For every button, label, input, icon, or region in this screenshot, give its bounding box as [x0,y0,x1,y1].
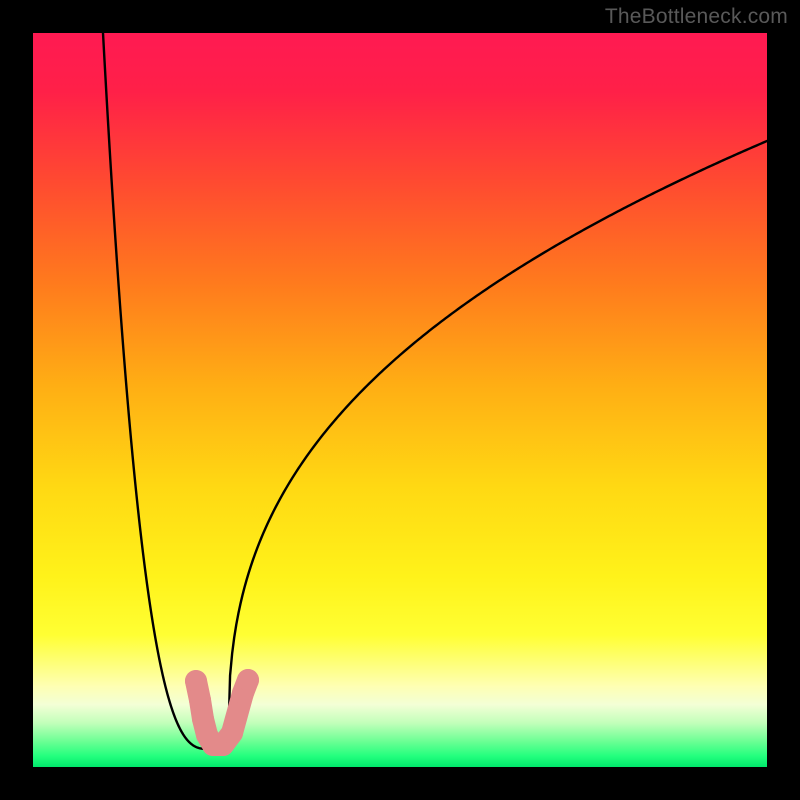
chart-frame: TheBottleneck.com [0,0,800,800]
watermark-text: TheBottleneck.com [605,5,788,29]
curves-svg [33,33,767,767]
left-branch-curve [103,33,208,749]
marker-dot [189,689,211,711]
marker-dot [237,669,259,691]
right-branch-curve [228,141,767,749]
plot-area [33,33,767,767]
marker-dot [185,670,207,692]
marker-dot [221,722,243,744]
